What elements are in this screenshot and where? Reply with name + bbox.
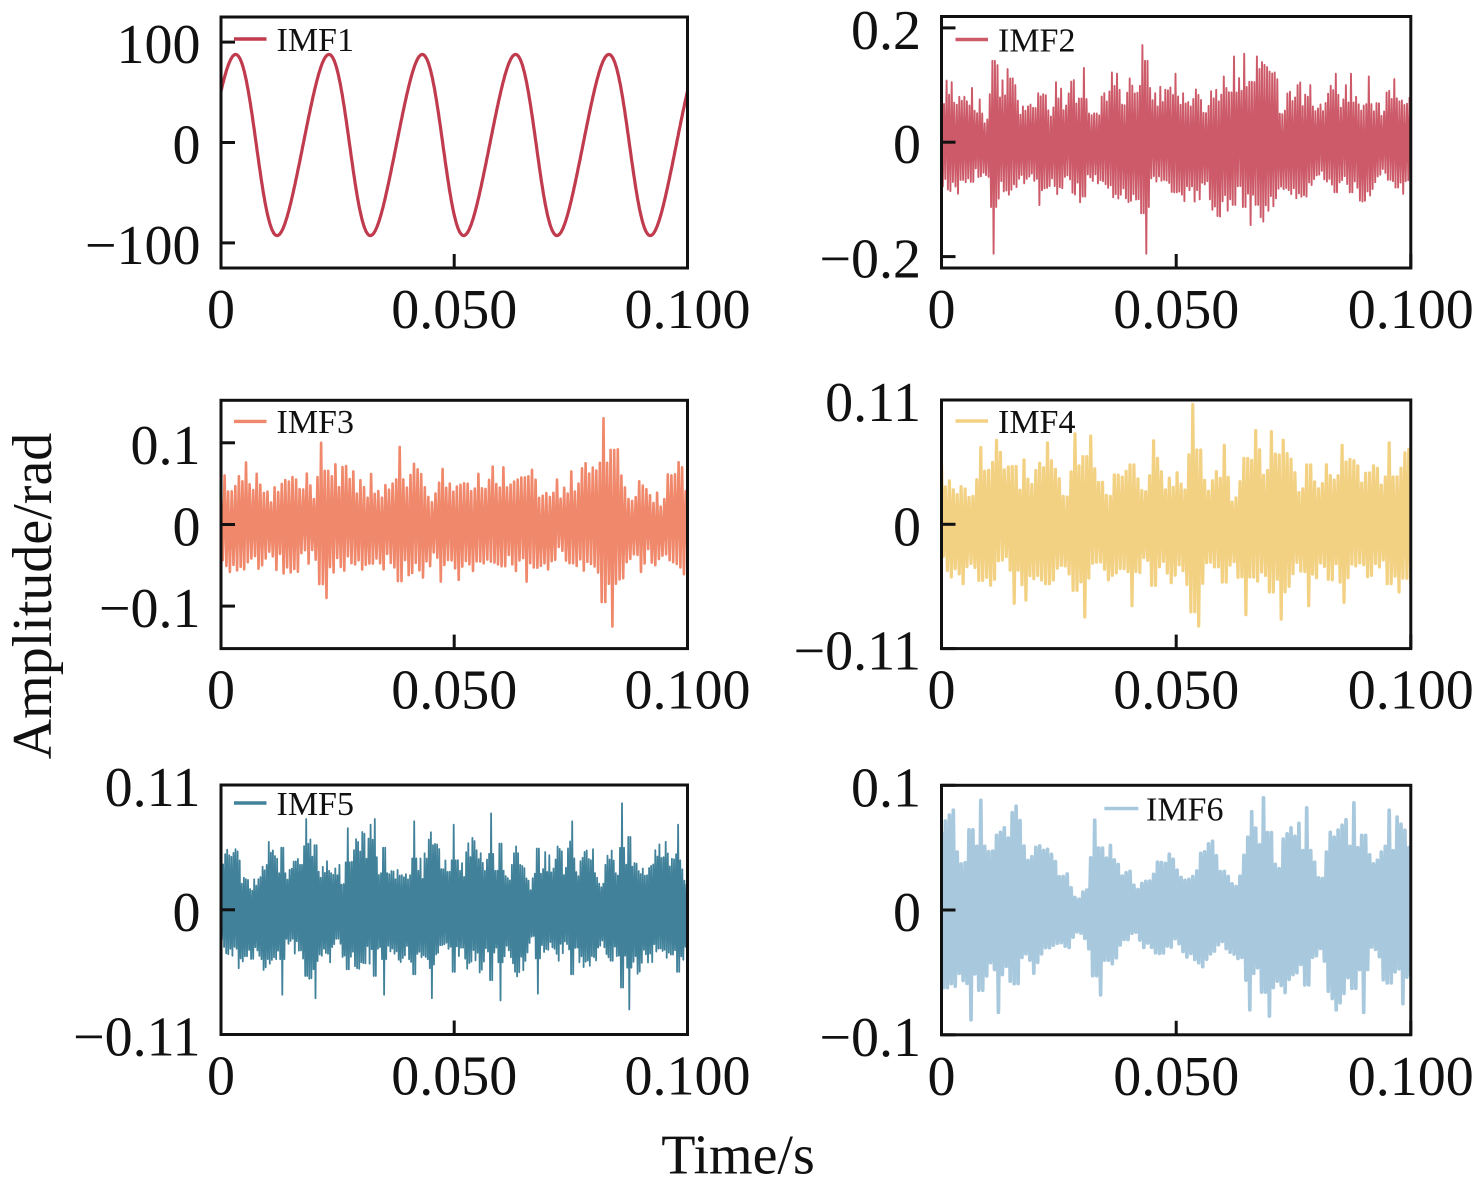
svg-text:−0.11: −0.11	[793, 621, 921, 683]
svg-text:0.100: 0.100	[1348, 1046, 1474, 1108]
svg-text:−0.1: −0.1	[819, 1007, 921, 1069]
svg-text:−0.2: −0.2	[819, 229, 921, 291]
svg-text:100: 100	[117, 14, 201, 76]
svg-text:0: 0	[207, 1046, 235, 1108]
svg-text:IMF6: IMF6	[1146, 791, 1223, 828]
svg-text:0.050: 0.050	[1113, 1046, 1239, 1108]
svg-text:0.100: 0.100	[625, 660, 751, 722]
svg-text:0.1: 0.1	[131, 415, 201, 477]
svg-text:0: 0	[893, 882, 921, 944]
svg-text:Amplitude/rad: Amplitude/rad	[2, 433, 64, 760]
svg-text:0.11: 0.11	[105, 757, 201, 819]
svg-text:0.050: 0.050	[1113, 660, 1239, 722]
svg-text:0: 0	[207, 279, 235, 341]
svg-text:IMF5: IMF5	[277, 786, 354, 823]
svg-text:IMF4: IMF4	[998, 404, 1075, 441]
svg-text:0: 0	[893, 114, 921, 176]
svg-text:IMF1: IMF1	[277, 22, 354, 59]
svg-text:0: 0	[928, 660, 956, 722]
svg-text:0.050: 0.050	[391, 660, 517, 722]
svg-text:0: 0	[173, 497, 201, 559]
svg-text:−100: −100	[85, 215, 201, 277]
svg-text:0.100: 0.100	[1348, 279, 1474, 341]
svg-text:0: 0	[928, 1046, 956, 1108]
svg-text:Time/s: Time/s	[661, 1125, 815, 1187]
svg-text:0.050: 0.050	[1113, 279, 1239, 341]
svg-text:−0.1: −0.1	[99, 578, 201, 640]
svg-text:0.100: 0.100	[1348, 660, 1474, 722]
svg-text:−0.11: −0.11	[73, 1007, 201, 1069]
svg-text:0.050: 0.050	[391, 279, 517, 341]
svg-text:0: 0	[207, 660, 235, 722]
svg-text:0.11: 0.11	[825, 372, 921, 434]
svg-text:0.100: 0.100	[625, 279, 751, 341]
svg-text:IMF2: IMF2	[998, 22, 1075, 59]
svg-text:0: 0	[893, 496, 921, 558]
svg-text:0.2: 0.2	[851, 0, 921, 62]
svg-text:0: 0	[928, 279, 956, 341]
svg-text:0: 0	[173, 115, 201, 177]
svg-text:0: 0	[173, 882, 201, 944]
svg-text:IMF3: IMF3	[277, 404, 354, 441]
svg-text:0.100: 0.100	[625, 1046, 751, 1108]
svg-text:0.050: 0.050	[391, 1046, 517, 1108]
svg-text:0.1: 0.1	[851, 757, 921, 819]
